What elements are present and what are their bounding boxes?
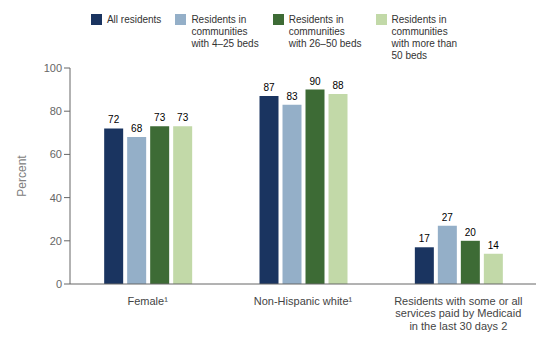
svg-text:73: 73 xyxy=(177,112,189,123)
svg-text:100: 100 xyxy=(44,62,62,74)
html-text:Residents in communities with: Residents in communities with 26–50 beds xyxy=(288,14,362,49)
svg-text:17: 17 xyxy=(419,233,431,244)
svg-text:88: 88 xyxy=(332,80,344,91)
svg-text:Residents with some or allserv: Residents with some or allservices paid … xyxy=(394,295,522,332)
svg-text:14: 14 xyxy=(488,240,500,251)
svg-text:80: 80 xyxy=(50,105,62,117)
html-text:Residents in communities with: Residents in communities with more than … xyxy=(391,14,458,61)
svg-text:90: 90 xyxy=(309,76,321,87)
svg-text:Percent: Percent xyxy=(15,155,29,197)
svg-text:20: 20 xyxy=(465,227,477,238)
svg-text:72: 72 xyxy=(108,114,120,125)
svg-text:83: 83 xyxy=(286,91,298,102)
html-text:All residents: All residents xyxy=(106,14,162,25)
svg-text:73: 73 xyxy=(154,112,166,123)
svg-text:0: 0 xyxy=(56,278,62,290)
svg-text:Female¹: Female¹ xyxy=(127,295,168,307)
svg-text:27: 27 xyxy=(442,212,454,223)
svg-text:Non-Hispanic white¹: Non-Hispanic white¹ xyxy=(254,295,353,307)
svg-text:60: 60 xyxy=(50,148,62,160)
svg-text:68: 68 xyxy=(131,123,143,134)
html-text:Residents in communities with: Residents in communities with 4–25 beds xyxy=(191,14,259,49)
svg-text:20: 20 xyxy=(50,235,62,247)
svg-text:40: 40 xyxy=(50,192,62,204)
svg-text:87: 87 xyxy=(263,82,275,93)
